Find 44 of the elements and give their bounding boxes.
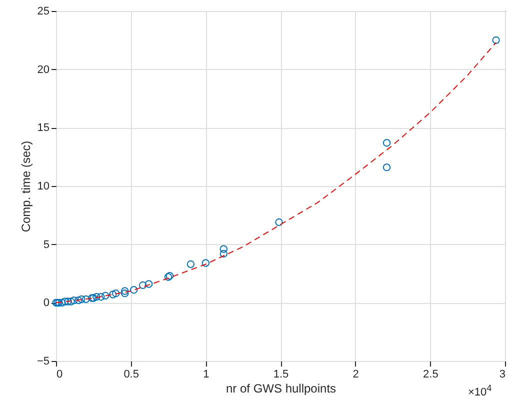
point (382, 138, 391, 147)
point (202, 259, 210, 267)
point (78, 295, 86, 304)
y-tick-label: −5 (36, 356, 50, 368)
point (382, 163, 391, 172)
point (120, 287, 129, 295)
x-tick-label: 1 (203, 368, 210, 380)
y-tick-label: 0 (43, 297, 50, 310)
point (64, 298, 72, 306)
point (92, 292, 100, 301)
point (70, 296, 78, 304)
point (275, 218, 283, 226)
y-tick-label: 15 (37, 122, 50, 134)
point (220, 250, 228, 258)
y-tick-label: 5 (43, 238, 50, 251)
point (74, 296, 82, 304)
point (97, 292, 105, 301)
x-tick-label: 2 (352, 368, 359, 380)
point (109, 290, 117, 298)
point (492, 36, 500, 44)
y-tick-label: 20 (37, 64, 50, 76)
y-axis-title: Comp. time (sec) (18, 140, 33, 232)
y-tick-label: 25 (37, 6, 50, 18)
x-tick-label: 0 (56, 368, 63, 380)
x-axis-title: nr of GWS hullpoints (226, 382, 336, 396)
line-series (56, 42, 497, 304)
x-tick-label: 0.5 (124, 368, 139, 380)
x-tick-label: 1.5 (273, 368, 289, 380)
point (138, 281, 147, 290)
point (144, 280, 153, 288)
point (61, 298, 69, 306)
point (120, 289, 129, 298)
y-tick-label: 10 (37, 180, 50, 192)
point (67, 298, 75, 306)
text: ×10$^{4}$ (468, 383, 492, 399)
point (58, 298, 66, 307)
point (220, 245, 228, 253)
x-tick-label: 3 (499, 368, 506, 380)
point (102, 292, 110, 300)
point (186, 260, 195, 268)
point (130, 286, 138, 294)
x-tick-label: 2.5 (423, 368, 438, 380)
point (82, 295, 90, 304)
point (112, 289, 120, 298)
